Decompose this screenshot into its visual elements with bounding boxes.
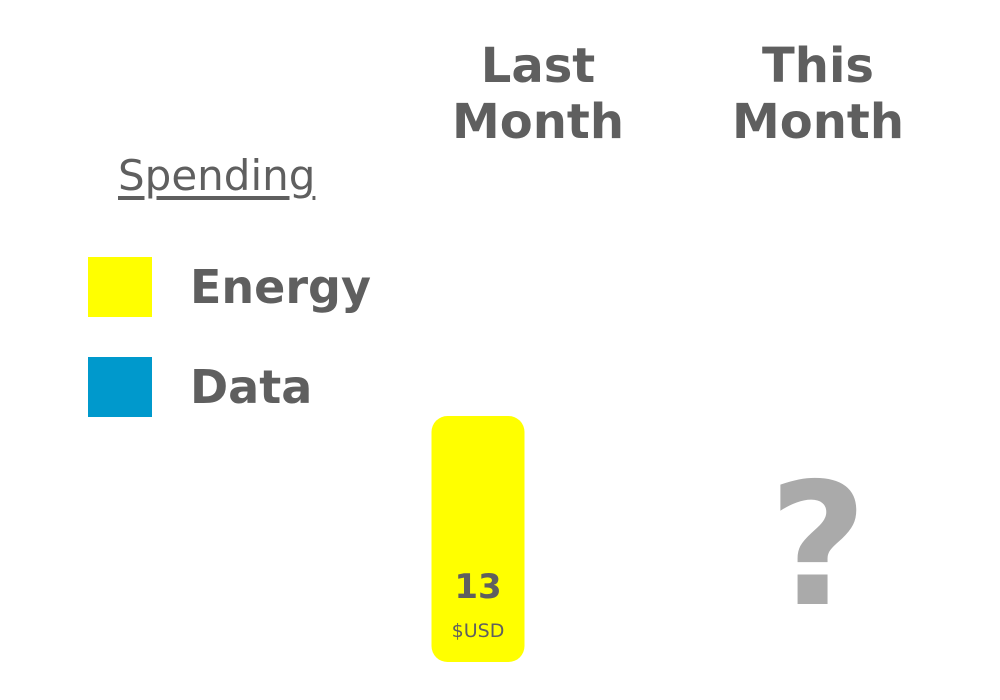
bar-value-label-0: 13: [454, 567, 501, 607]
legend-label-energy: Energy: [190, 260, 371, 314]
legend-title: Spending: [118, 151, 316, 200]
bar-unit-label-0: $USD: [452, 620, 505, 642]
column-header-last-month: Last Month: [418, 38, 658, 150]
legend-label-data: Data: [190, 360, 313, 414]
column-header-this-month-line2: Month: [731, 94, 905, 150]
legend-item-energy: Energy: [88, 257, 371, 317]
column-header-last-month-line2: Month: [451, 94, 625, 150]
legend-swatch-data: [88, 357, 152, 417]
legend-item-data: Data: [88, 357, 312, 417]
unknown-value-marker: ?: [769, 447, 868, 645]
column-header-this-month: This Month: [698, 38, 938, 150]
legend-swatch-energy: [88, 257, 152, 317]
column-header-this-month-line1: This: [762, 38, 874, 94]
column-header-last-month-line1: Last: [480, 38, 596, 94]
bar-energy-0: [431, 416, 525, 662]
